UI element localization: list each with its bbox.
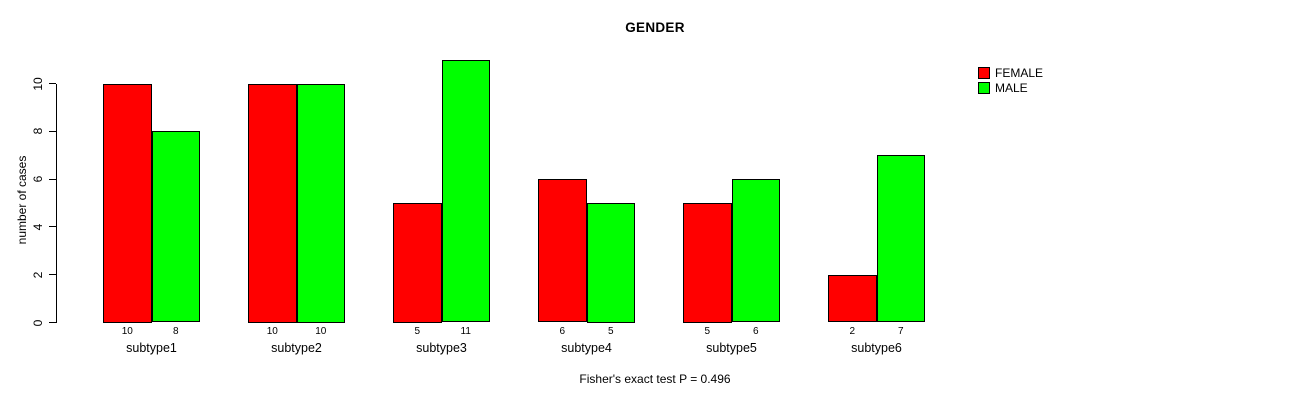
bar-value-label: 5 (607, 326, 614, 337)
y-tick-label: 6 (30, 175, 45, 183)
bar-value-label: 5 (414, 326, 421, 337)
bar-value-label: 10 (315, 326, 327, 337)
bar-subtype5-male (731, 179, 780, 323)
y-axis-line (55, 83, 57, 323)
legend: FEMALE MALE (978, 66, 1043, 95)
bar-value-label: 8 (172, 326, 179, 337)
legend-swatch-male (978, 81, 990, 94)
y-tick (49, 274, 56, 276)
bar-subtype5-female (683, 203, 732, 323)
y-tick-label: 2 (30, 271, 45, 279)
y-tick (49, 178, 56, 180)
y-tick-label: 8 (30, 127, 45, 135)
footer-note: Fisher's exact test P = 0.496 (579, 372, 731, 386)
category-label-subtype4: subtype4 (561, 341, 612, 355)
y-tick-label: 10 (30, 76, 45, 91)
y-tick-label: 4 (30, 223, 45, 231)
bar-value-label: 2 (849, 326, 856, 337)
y-tick (49, 321, 56, 324)
bar-subtype6-female (828, 274, 877, 323)
legend-label: MALE (995, 80, 1028, 95)
bar-value-label: 10 (121, 326, 133, 337)
legend-entry-female: FEMALE (978, 66, 1043, 81)
category-label-subtype6: subtype6 (851, 341, 902, 355)
y-tick (49, 226, 56, 228)
bar-subtype4-female (538, 179, 587, 323)
bar-subtype3-male (441, 59, 490, 323)
bar-subtype1-female (103, 83, 152, 323)
y-tick (49, 130, 56, 132)
y-axis-title: number of cases (15, 155, 29, 245)
bar-value-label: 5 (704, 326, 711, 337)
legend-entry-male: MALE (978, 81, 1043, 96)
bar-subtype1-male (151, 131, 200, 323)
legend-swatch-female (978, 67, 990, 80)
bar-value-label: 11 (460, 326, 471, 337)
y-tick (49, 82, 56, 85)
chart-title: GENDER (625, 20, 685, 35)
bar-subtype3-female (393, 203, 442, 323)
bar-value-label: 6 (752, 326, 759, 337)
bar-value-label: 10 (266, 326, 278, 337)
bar-subtype2-male (296, 83, 345, 323)
bar-subtype4-male (586, 203, 635, 323)
category-label-subtype5: subtype5 (706, 341, 757, 355)
bar-value-label: 7 (897, 326, 904, 337)
bar-value-label: 6 (559, 326, 566, 337)
category-label-subtype3: subtype3 (416, 341, 467, 355)
category-label-subtype1: subtype1 (126, 341, 177, 355)
legend-label: FEMALE (995, 66, 1044, 81)
category-label-subtype2: subtype2 (271, 341, 322, 355)
y-tick-label: 0 (30, 319, 45, 326)
bar-subtype2-female (248, 83, 297, 323)
bar-subtype6-male (876, 155, 925, 323)
